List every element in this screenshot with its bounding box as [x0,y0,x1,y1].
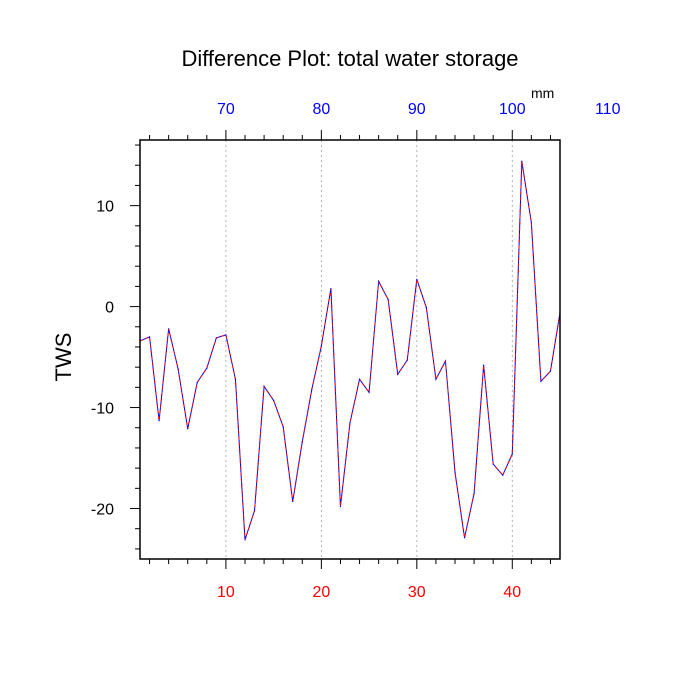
data-point [454,471,456,473]
data-point [244,539,246,541]
top-tick-label: 90 [408,101,426,118]
data-point [177,368,179,370]
y-tick-label: 0 [105,300,114,317]
data-point [339,505,342,508]
data-point [521,160,523,162]
data-point [416,278,418,280]
data-point [168,328,170,330]
data-point [406,359,408,361]
x-tick-label: 20 [312,584,330,601]
data-point [349,422,351,424]
data-point [263,385,265,387]
y-tick-label: -10 [91,401,114,418]
data-point [311,388,313,390]
top-tick-label: 70 [217,101,235,118]
top-tick-label: 100 [499,101,526,118]
data-point [253,509,256,512]
chart-title: Difference Plot: total water storage [181,46,519,71]
ticks-layer [130,130,551,569]
data-point [187,428,189,430]
data-point [425,307,427,309]
data-point [397,373,399,375]
data-point [540,380,542,382]
data-point [511,453,513,455]
data-point [273,399,275,402]
data-point [530,222,532,224]
data-point [158,420,160,422]
units-label: mm [531,85,555,101]
data-point [492,463,494,465]
data-point [215,337,217,339]
x-tick-label: 10 [217,584,235,601]
data-point [282,426,284,428]
data-point [196,381,198,383]
data-point [225,334,227,336]
data-point [292,500,294,503]
data-point [330,287,332,290]
data-point [234,378,237,380]
top-tick-label: 110 [595,101,621,118]
plot-frame [139,139,561,560]
data-point [387,298,389,301]
grid-layer [225,140,513,559]
series-line-overlay [139,161,561,540]
data-point [148,336,151,338]
y-tick-label: 10 [96,199,114,216]
data-point [444,360,447,362]
series-line [139,161,561,540]
series-layer [139,160,561,541]
data-point [502,474,504,476]
data-point [463,537,466,539]
data-point [320,345,322,347]
top-tick-label: 80 [312,101,330,118]
x-tick-label: 30 [408,584,426,601]
data-point [301,441,303,443]
data-point [473,492,475,494]
data-point [358,378,361,380]
y-tick-label: -20 [91,502,114,519]
data-point [483,364,485,366]
data-point [206,367,208,369]
data-point [435,378,437,380]
data-point [378,280,380,282]
data-point [549,370,552,372]
data-point [368,391,370,394]
x-tick-label: 40 [503,584,521,601]
